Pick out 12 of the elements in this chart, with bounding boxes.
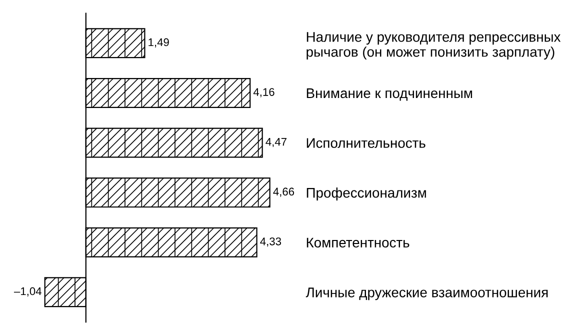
y-tick-label: Внимание к подчиненным [306,88,472,101]
data-label: 4,33 [260,237,282,247]
y-tick-label: Компетентность [306,238,410,248]
y-tick-label: Наличие у руководителя репрессивных рычагов (он может понизить зарплату) [306,32,561,60]
data-label: 4,66 [273,188,294,197]
data-label: 4,47 [266,138,286,148]
data-label: –1,04 [14,287,42,296]
y-tick-label: Профессионализм [306,188,426,200]
data-label: 1,49 [148,38,169,48]
y-tick-label: Исполнительность [306,138,426,148]
y-tick-label: Личные дружеские взаимоотношения [306,288,548,300]
data-label: 4,16 [253,88,274,98]
